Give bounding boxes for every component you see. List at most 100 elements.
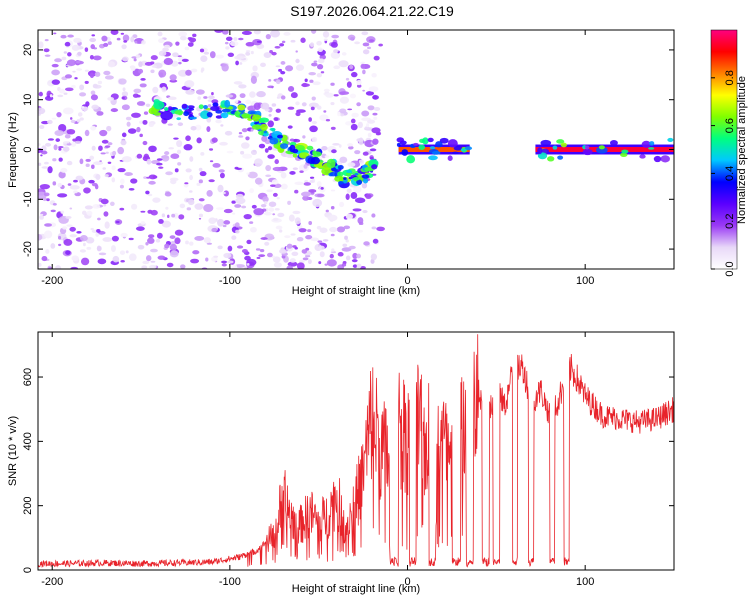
spectrogram-cell [110, 245, 116, 252]
spectrogram-cell [360, 63, 366, 69]
spectrogram-cell [292, 245, 297, 248]
spectrogram-cell [371, 213, 376, 218]
spectrogram-cell [104, 174, 109, 178]
spectrogram-cell [90, 125, 97, 131]
spectrogram-cell [301, 83, 310, 87]
spectrogram-cell [131, 203, 138, 210]
spectrogram-cell [40, 213, 44, 216]
y-tick-label: 400 [22, 432, 34, 450]
spectrogram-cell [117, 146, 125, 155]
spectrogram-cell [198, 198, 205, 202]
spectrogram-cell [65, 215, 72, 219]
spectrogram-cell [272, 166, 283, 172]
spectrogram-cell [245, 136, 250, 141]
spectrogram-cell [266, 189, 273, 193]
spectrogram-cell [289, 258, 296, 263]
spectrogram-cell [189, 156, 194, 162]
spectrogram-cell [337, 165, 344, 170]
y-tick-label: 600 [22, 368, 34, 386]
spectrogram-cell [330, 41, 338, 48]
y-tick-label: -20 [22, 241, 34, 257]
spectrogram-cell [271, 103, 277, 107]
spectrogram-cell [312, 198, 323, 208]
spectrogram-cell [91, 104, 99, 110]
spectrogram-cell [261, 135, 268, 142]
colorbar-tick-label: 0.4 [724, 166, 736, 181]
spectrogram-cell [235, 229, 240, 234]
spectrogram-cell [136, 153, 143, 159]
spectrogram-cell [331, 149, 337, 154]
spectrogram-cell [96, 229, 101, 233]
spectrogram-cell [107, 41, 112, 46]
spectrogram-cell [234, 55, 245, 60]
spectrogram-cell [227, 245, 233, 252]
x-tick-label: -100 [219, 275, 241, 287]
spectrogram-cell [367, 132, 372, 138]
spectrogram-cell [349, 64, 354, 70]
spectrogram-cell [258, 143, 266, 149]
spectrogram-cell [287, 85, 295, 92]
spectrogram-cell [272, 256, 281, 263]
spectrogram-cell [124, 172, 133, 176]
spectrogram-cell [53, 144, 58, 151]
spectrogram-cell [270, 184, 276, 188]
spectrogram-cell [85, 163, 90, 168]
spectrogram-cell [305, 254, 311, 258]
spectrogram-cell [150, 248, 158, 253]
spectrogram-cell [89, 55, 94, 60]
spectrogram-cell [537, 152, 548, 160]
spectrogram-cell [316, 105, 322, 110]
spectrogram-cell [239, 93, 246, 99]
spectrogram-cell [279, 43, 285, 47]
spectrogram-cell [150, 260, 156, 263]
spectrogram-cell [145, 103, 151, 107]
spectrogram-cell [321, 145, 328, 151]
spectrogram-cell [93, 161, 104, 166]
y-tick-label: 0 [22, 567, 34, 573]
spectrogram-cell [150, 69, 155, 74]
spectrogram-cell [362, 89, 366, 92]
spectrogram-cell [200, 55, 208, 63]
spectrogram-cell [294, 217, 301, 225]
spectrogram-cell [106, 125, 112, 132]
spectrogram-cell [255, 248, 261, 251]
spectrogram-cell [464, 146, 473, 151]
spectrogram-cell [284, 235, 291, 239]
spectrogram-cell [164, 191, 172, 197]
spectrogram-cell [199, 48, 205, 53]
spectrogram-cell [267, 154, 275, 159]
spectrogram-cell [356, 84, 362, 88]
spectrogram-cell [200, 69, 204, 73]
spectrogram-cell [123, 40, 128, 43]
spectrogram-cell [290, 39, 296, 43]
spectrogram-cell [353, 186, 362, 194]
spectrogram-cell [351, 112, 359, 118]
spectrogram-cell [222, 191, 226, 195]
spectrogram-cell [206, 242, 213, 245]
spectrogram-cell [176, 117, 181, 121]
chart-title: S197.2026.064.21.22.C19 [290, 3, 454, 19]
spectrogram-cell [300, 37, 306, 43]
spectrogram-cell [217, 218, 225, 227]
spectrogram-cell [303, 164, 308, 169]
spectrogram-cell [206, 111, 213, 118]
spectrogram-cell [339, 108, 347, 114]
spectrogram-cell [439, 137, 449, 144]
spectrogram-cell [43, 48, 50, 53]
spectrogram-cell [180, 35, 187, 41]
spectrogram-cell [307, 229, 312, 233]
spectrogram-cell [158, 219, 164, 224]
spectrogram-cell [66, 224, 73, 227]
spectrogram-cell [302, 135, 306, 139]
spectrogram-cell [76, 60, 81, 64]
x-tick-label: -100 [219, 576, 241, 588]
spectrogram-cell [264, 148, 269, 153]
spectrogram-cell [62, 226, 68, 230]
spectrogram-cell [239, 62, 243, 65]
spectrogram-cell [130, 65, 136, 72]
spectrogram-cell [39, 214, 44, 220]
spectrogram-cell [92, 204, 101, 209]
spectrogram-cell [360, 61, 366, 65]
spectrogram-cell [50, 209, 56, 213]
spectrogram-cell [357, 121, 363, 129]
